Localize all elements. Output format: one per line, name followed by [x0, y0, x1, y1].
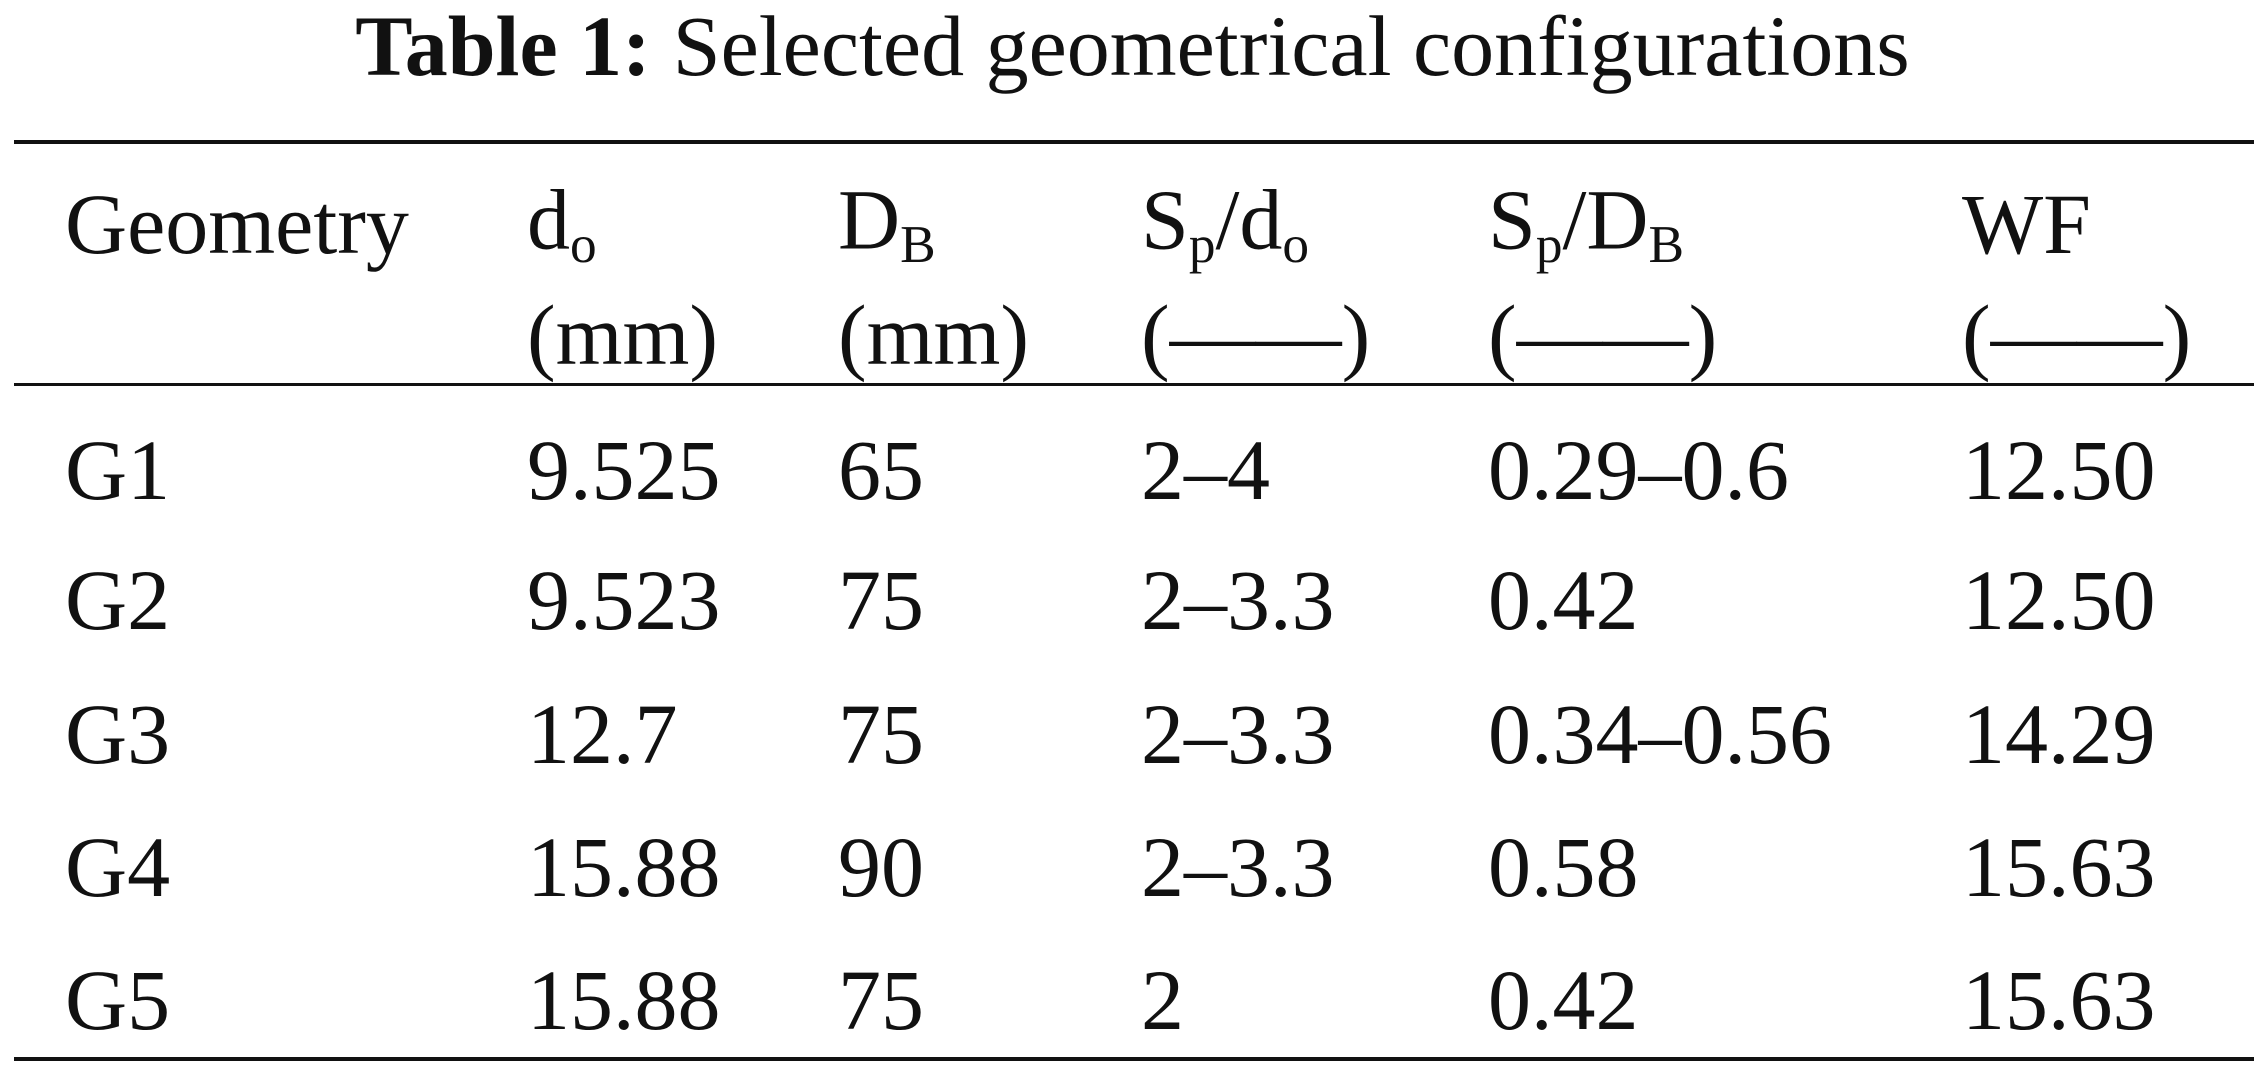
header-subscript: p [1188, 214, 1216, 275]
table-cell: 15.88 [527, 819, 721, 915]
table-cell: 14.29 [1962, 686, 2156, 782]
header-label: Geometry [65, 181, 409, 267]
table-cell: 12.7 [527, 686, 678, 782]
header-text: WF [1962, 176, 2091, 272]
table-cell: 2 [1141, 952, 1184, 1048]
table-cell: 65 [838, 422, 924, 518]
header-subscript: B [900, 214, 936, 275]
header-text: Geometry [65, 176, 409, 272]
table-cell: 0.42 [1488, 552, 1639, 648]
header-unit: (——) [1962, 287, 2192, 383]
table-cell: 2–3.3 [1141, 686, 1335, 782]
header-unit: (——) [1141, 287, 1371, 383]
header-unit: (mm) [527, 287, 719, 383]
table-cell: 2–3.3 [1141, 552, 1335, 648]
title-label: Table 1: [355, 0, 651, 94]
table-cell: 2–4 [1141, 422, 1270, 518]
header-text: S [1488, 171, 1536, 268]
header-label: WF [1962, 181, 2091, 267]
header-text: S [1141, 171, 1189, 268]
table-cell: G3 [65, 686, 171, 782]
header-unit: (——) [1488, 287, 1718, 383]
header-text: d [527, 171, 570, 268]
table-cell: 15.88 [527, 952, 721, 1048]
table-cell: 12.50 [1962, 422, 2156, 518]
header-subscript: p [1535, 214, 1563, 275]
header-label: Sp/do [1141, 177, 1309, 272]
table-title: Table 1: Selected geometrical configurati… [0, 3, 2265, 89]
header-text: /d [1215, 171, 1283, 268]
table-cell: 9.523 [527, 552, 721, 648]
header-subscript: o [1282, 214, 1310, 275]
header-unit: (mm) [838, 287, 1030, 383]
header-label: Sp/DB [1488, 177, 1684, 272]
table-cell: G2 [65, 552, 171, 648]
top-rule [14, 140, 2254, 144]
bottom-rule [14, 1057, 2254, 1061]
table-cell: 0.58 [1488, 819, 1639, 915]
header-subscript: B [1648, 214, 1685, 275]
table-cell: 75 [838, 686, 924, 782]
table-cell: 75 [838, 552, 924, 648]
table-cell: 2–3.3 [1141, 819, 1335, 915]
table-cell: 0.34–0.56 [1488, 686, 1832, 782]
table-cell: 15.63 [1962, 819, 2156, 915]
table-cell: G5 [65, 952, 171, 1048]
header-text: /D [1562, 171, 1649, 268]
table-cell: 90 [838, 819, 924, 915]
table-cell: 15.63 [1962, 952, 2156, 1048]
header-subscript: o [570, 214, 597, 275]
table-cell: 0.42 [1488, 952, 1639, 1048]
header-label: do [527, 177, 597, 272]
table-cell: 12.50 [1962, 552, 2156, 648]
header-label: DB [838, 177, 936, 272]
table-cell: 0.29–0.6 [1488, 422, 1789, 518]
table-cell: 9.525 [527, 422, 721, 518]
header-text: D [838, 171, 901, 268]
title-text: Selected geometrical configurations [672, 0, 1910, 94]
header-rule [14, 383, 2254, 386]
table-cell: G1 [65, 422, 171, 518]
table-cell: 75 [838, 952, 924, 1048]
table-cell: G4 [65, 819, 171, 915]
